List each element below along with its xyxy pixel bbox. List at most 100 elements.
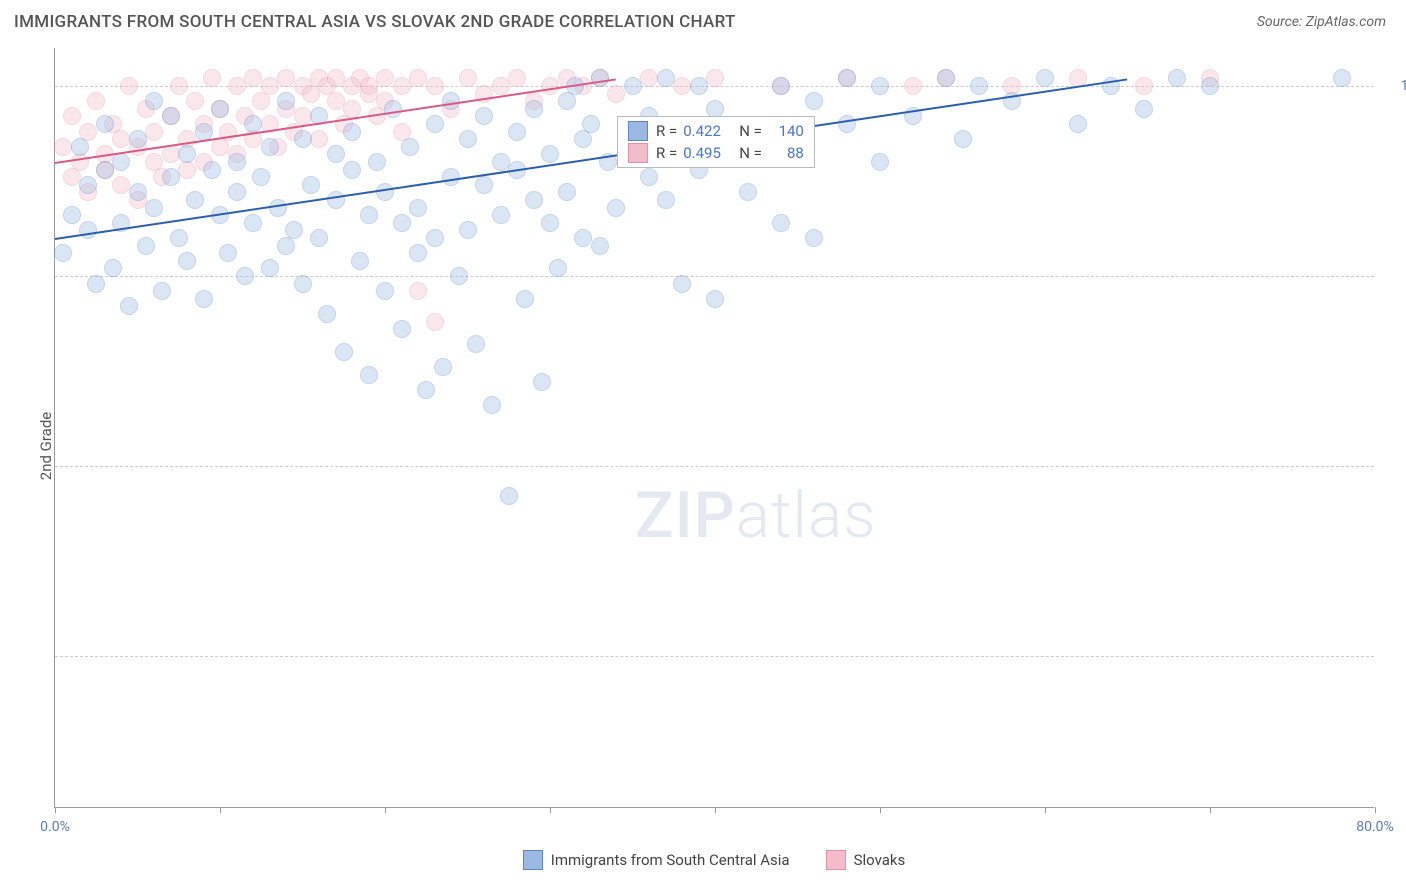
legend-swatch-blue [628,121,648,141]
scatter-point-blue [508,123,526,141]
chart-source: Source: ZipAtlas.com [1257,14,1386,30]
scatter-point-pink [706,69,724,87]
scatter-point-blue [805,229,823,247]
scatter-point-blue [71,138,89,156]
scatter-point-blue [384,100,402,118]
scatter-point-blue [434,358,452,376]
scatter-point-pink [360,77,378,95]
scatter-point-pink [376,69,394,87]
scatter-point-blue [261,259,279,277]
scatter-point-pink [541,77,559,95]
scatter-point-blue [467,335,485,353]
scatter-point-blue [96,161,114,179]
scatter-point-blue [607,199,625,217]
scatter-point-blue [1069,115,1087,133]
scatter-point-blue [549,259,567,277]
scatter-point-pink [244,69,262,87]
scatter-point-pink [459,69,477,87]
xtick [550,807,551,813]
scatter-point-blue [170,229,188,247]
chart-plot-area: ZIPatlas 92.5%95.0%97.5%100.0%0.0%80.0%R… [54,48,1374,808]
legend-stats: R =0.422N =140 [656,122,804,140]
scatter-point-blue [533,373,551,391]
correlation-legend-row: R =0.495N =88 [628,143,804,163]
ytick-label: 95.0% [1382,458,1406,474]
scatter-point-blue [871,153,889,171]
scatter-point-blue [302,176,320,194]
scatter-point-blue [450,267,468,285]
chart-header: IMMIGRANTS FROM SOUTH CENTRAL ASIA VS SL… [0,0,1406,36]
scatter-point-blue [426,115,444,133]
scatter-point-blue [294,130,312,148]
watermark-light: atlas [736,478,877,553]
scatter-point-blue [376,183,394,201]
scatter-point-blue [129,183,147,201]
scatter-point-blue [219,244,237,262]
scatter-point-blue [335,343,353,361]
scatter-point-blue [318,305,336,323]
scatter-point-blue [252,168,270,186]
scatter-point-blue [203,161,221,179]
scatter-point-blue [673,275,691,293]
scatter-point-blue [228,183,246,201]
scatter-point-blue [294,275,312,293]
scatter-point-pink [63,107,81,125]
xtick [55,807,56,813]
scatter-point-pink [393,77,411,95]
chart-title: IMMIGRANTS FROM SOUTH CENTRAL ASIA VS SL… [14,12,736,32]
scatter-point-pink [426,313,444,331]
legend-bottom: Immigrants from South Central Asia Slovak… [54,850,1374,870]
scatter-point-blue [640,168,658,186]
scatter-point-blue [624,77,642,95]
scatter-point-blue [104,259,122,277]
scatter-point-pink [673,77,691,95]
scatter-point-pink [54,138,72,156]
scatter-point-blue [236,267,254,285]
scatter-point-blue [706,290,724,308]
ytick-label: 100.0% [1382,78,1406,94]
scatter-point-blue [186,191,204,209]
xtick [1045,807,1046,813]
scatter-point-blue [772,214,790,232]
scatter-point-blue [838,69,856,87]
scatter-point-blue [162,168,180,186]
scatter-point-blue [541,214,559,232]
scatter-point-blue [310,229,328,247]
scatter-point-blue [409,244,427,262]
scatter-point-blue [63,206,81,224]
scatter-point-pink [426,77,444,95]
gridline [55,466,1374,467]
scatter-point-pink [327,92,345,110]
ytick-label: 92.5% [1382,648,1406,664]
scatter-point-blue [541,145,559,163]
scatter-point-pink [228,77,246,95]
scatter-point-blue [954,130,972,148]
legend-label: Slovaks [854,851,906,869]
scatter-point-blue [178,252,196,270]
scatter-point-pink [409,282,427,300]
scatter-point-pink [186,92,204,110]
scatter-point-blue [393,214,411,232]
scatter-point-blue [244,214,262,232]
scatter-point-pink [145,123,163,141]
scatter-point-blue [475,107,493,125]
scatter-point-blue [1135,100,1153,118]
scatter-point-blue [145,199,163,217]
scatter-point-blue [211,100,229,118]
scatter-point-pink [492,77,510,95]
xtick-label: 80.0% [1356,819,1394,835]
scatter-point-pink [203,69,221,87]
scatter-point-blue [162,107,180,125]
legend-label: Immigrants from South Central Asia [551,851,790,869]
scatter-point-pink [277,69,295,87]
scatter-point-pink [1135,77,1153,95]
scatter-point-blue [483,396,501,414]
scatter-point-pink [294,107,312,125]
scatter-point-blue [360,366,378,384]
scatter-point-blue [129,130,147,148]
scatter-point-blue [525,191,543,209]
scatter-point-blue [343,123,361,141]
scatter-point-pink [904,77,922,95]
scatter-point-blue [285,221,303,239]
legend-item-blue: Immigrants from South Central Asia [523,850,790,870]
